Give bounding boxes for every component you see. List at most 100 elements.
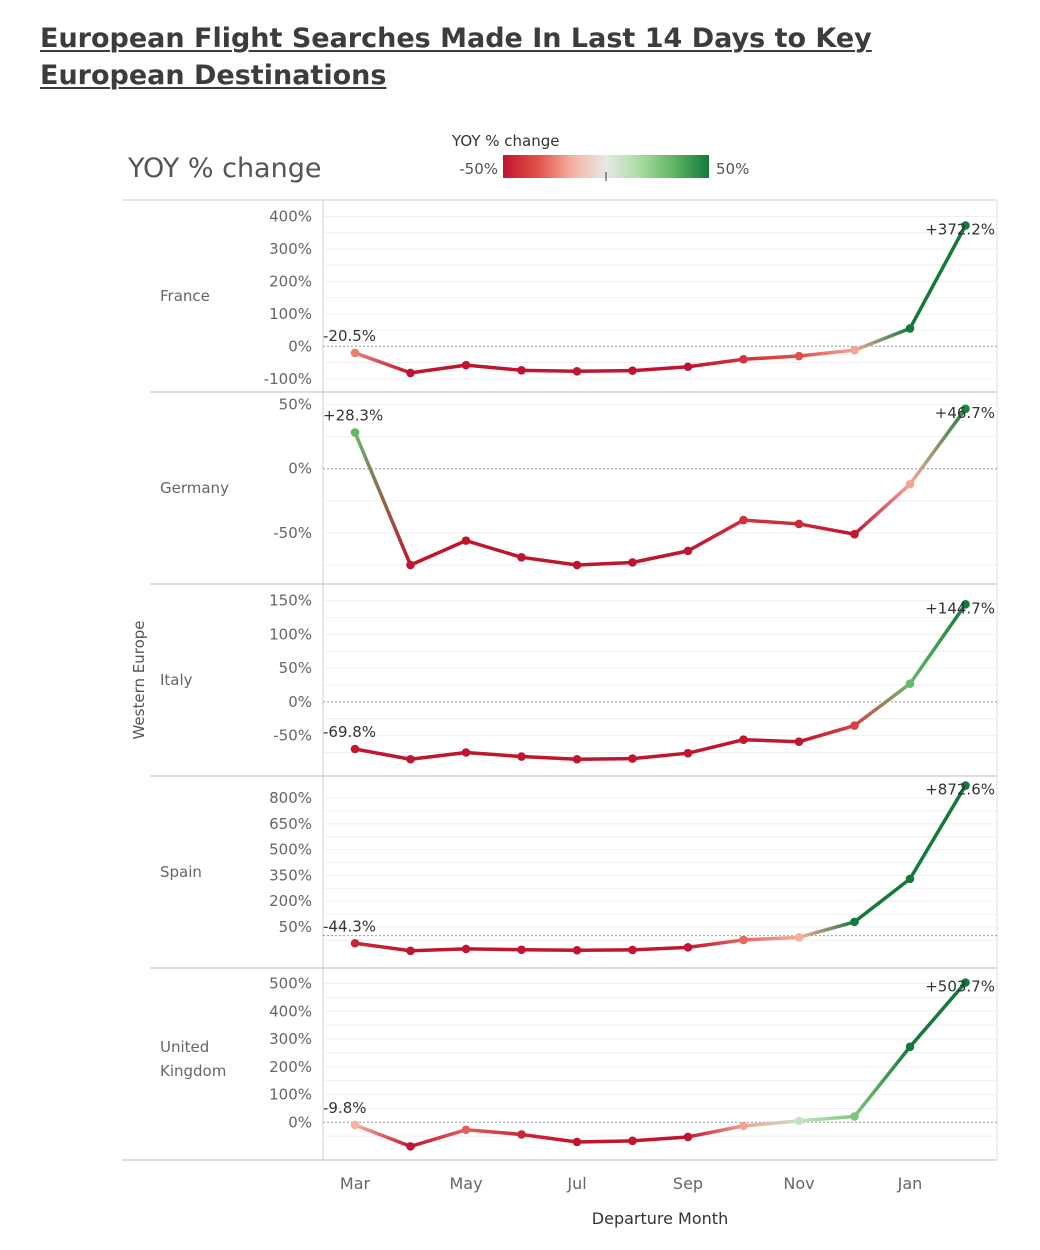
page-title: European Flight Searches Made In Last 14… bbox=[40, 23, 872, 91]
series-line-segment bbox=[908, 602, 968, 686]
y-tick-label: 50% bbox=[279, 918, 312, 936]
row-label: Germany bbox=[160, 479, 229, 497]
series-line-segment bbox=[797, 920, 857, 940]
series-line-segment bbox=[408, 947, 468, 953]
row-label: Italy bbox=[160, 671, 193, 689]
data-point bbox=[517, 945, 526, 955]
x-axis: Mar May Jul Sep Nov Jan bbox=[340, 1174, 922, 1193]
data-point bbox=[461, 944, 471, 954]
series-line-segment bbox=[741, 737, 801, 744]
y-tick-label: 100% bbox=[269, 1086, 312, 1104]
data-point bbox=[517, 1130, 526, 1139]
series-line-segment bbox=[630, 364, 690, 373]
data-point bbox=[794, 519, 804, 529]
y-tick-label: 50% bbox=[279, 659, 312, 677]
series-line-segment bbox=[630, 1135, 690, 1143]
data-point bbox=[905, 479, 915, 489]
y-tick-label: -100% bbox=[264, 370, 312, 388]
data-point bbox=[517, 752, 526, 761]
x-tick-label: Nov bbox=[783, 1174, 814, 1193]
x-tick-label: Sep bbox=[673, 1174, 703, 1193]
data-point bbox=[905, 1042, 915, 1052]
row-label: France bbox=[160, 287, 210, 305]
series-line-segment bbox=[519, 754, 579, 762]
series-line-segment bbox=[575, 1139, 635, 1144]
series-line-segment bbox=[852, 326, 912, 352]
series-line-segment bbox=[353, 747, 413, 762]
data-point bbox=[517, 553, 526, 562]
series-line-segment bbox=[575, 560, 635, 567]
y-tick-label: 200% bbox=[269, 892, 312, 910]
data-point bbox=[739, 1121, 748, 1131]
y-tick-label: 0% bbox=[288, 337, 312, 355]
last-value-label: +872.6% bbox=[925, 781, 995, 799]
legend-color-bar bbox=[503, 155, 709, 178]
y-tick-label: 400% bbox=[269, 1002, 312, 1020]
series-line-segment bbox=[908, 980, 968, 1049]
data-point bbox=[739, 354, 748, 364]
first-value-label: -44.3% bbox=[323, 917, 376, 935]
y-tick-label: 200% bbox=[269, 272, 312, 290]
series-line-segment bbox=[686, 357, 746, 369]
series-line-segment bbox=[741, 935, 801, 942]
data-point bbox=[406, 946, 415, 956]
panel-united-kingdom: 500% 400% 300% 200% 100% 0% United Kingdom -9.8%… bbox=[150, 967, 997, 1151]
data-point bbox=[850, 1112, 859, 1121]
series-line-segment bbox=[741, 354, 801, 362]
data-point bbox=[794, 933, 804, 942]
series-line-segment bbox=[575, 368, 635, 374]
y-tick-label: 300% bbox=[269, 240, 312, 258]
x-tick-label: May bbox=[449, 1174, 482, 1193]
series-line-segment bbox=[408, 363, 468, 375]
series-line-segment bbox=[797, 1114, 857, 1123]
color-legend: YOY % change -50% 50% bbox=[451, 132, 749, 181]
series-line-segment bbox=[353, 351, 413, 375]
data-point bbox=[572, 560, 582, 570]
series-line-segment bbox=[353, 941, 413, 953]
series-line-segment bbox=[464, 1127, 524, 1137]
y-tick-label: 350% bbox=[269, 866, 312, 884]
last-value-label: +46.7% bbox=[935, 404, 995, 422]
y-tick-label: 500% bbox=[269, 975, 312, 993]
data-point bbox=[628, 558, 637, 567]
series-line-segment bbox=[353, 430, 413, 567]
y-tick-label: 300% bbox=[269, 1030, 312, 1048]
data-point bbox=[905, 874, 915, 884]
series-line-segment bbox=[630, 549, 690, 565]
data-point bbox=[739, 515, 748, 525]
panel-france: 400% 300% 200% 100% 0% -100% France -20.5% +372.… bbox=[160, 207, 997, 388]
series-line-segment bbox=[741, 1119, 801, 1128]
data-point bbox=[406, 1142, 415, 1151]
x-axis-title: Departure Month bbox=[592, 1209, 728, 1228]
data-point bbox=[961, 600, 970, 609]
data-point bbox=[628, 366, 637, 375]
x-tick-label: Jan bbox=[897, 1174, 923, 1193]
data-point bbox=[683, 362, 693, 372]
y-tick-label: 150% bbox=[269, 592, 312, 610]
data-point bbox=[572, 945, 582, 955]
data-point bbox=[739, 935, 748, 945]
x-tick-label: Jul bbox=[566, 1174, 586, 1193]
data-point bbox=[905, 679, 915, 689]
data-point bbox=[794, 1116, 804, 1126]
data-point bbox=[628, 754, 637, 763]
series-line-segment bbox=[797, 723, 857, 744]
y-tick-label: 100% bbox=[269, 305, 312, 323]
series-line-segment bbox=[797, 522, 857, 536]
data-point bbox=[683, 546, 693, 556]
data-point bbox=[850, 917, 859, 927]
series-line-segment bbox=[630, 751, 690, 761]
data-point bbox=[517, 366, 526, 375]
data-point bbox=[406, 368, 415, 378]
series-line-segment bbox=[408, 538, 468, 567]
series-line-segment bbox=[908, 783, 968, 881]
series-line-segment bbox=[852, 681, 912, 728]
series-line-segment bbox=[519, 555, 579, 567]
data-point bbox=[350, 1120, 360, 1130]
data-point bbox=[350, 348, 360, 358]
series-line-segment bbox=[464, 947, 524, 952]
series-line-segment bbox=[519, 1132, 579, 1144]
data-point bbox=[461, 360, 471, 370]
series-line-segment bbox=[797, 348, 857, 358]
